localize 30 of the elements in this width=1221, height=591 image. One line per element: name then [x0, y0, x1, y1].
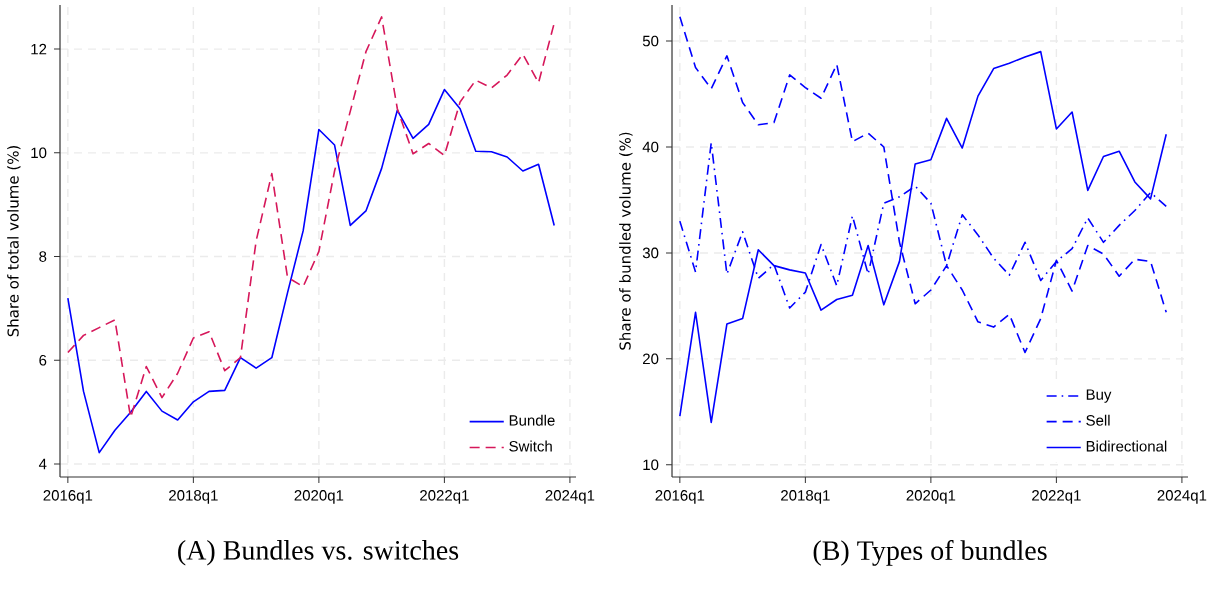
y-axis-title: Share of bundled volume (%) [619, 132, 633, 350]
line-series [67, 88, 556, 454]
x-tick-label: 2016q1 [655, 490, 705, 504]
y-tick-label: 20 [643, 353, 659, 365]
y-tick-label: 6 [39, 354, 47, 366]
x-tick-label: 2022q1 [1032, 490, 1081, 504]
y-tick-label: 4 [38, 458, 47, 470]
legend-label: Buy [1086, 389, 1112, 403]
x-tick-label: 2022q1 [420, 490, 469, 504]
x-tick-label: 2024q1 [1157, 490, 1207, 504]
x-tick-label: 2020q1 [906, 490, 956, 504]
legend-label: Switch [509, 440, 552, 452]
y-tick-label: 10 [31, 147, 47, 159]
y-tick-label: 12 [31, 43, 47, 55]
text: (A) Bundles vs. switches [178, 540, 459, 566]
y-tick-label: 10 [643, 459, 659, 471]
y-tick-label: 8 [39, 251, 47, 262]
x-tick-label: 2018q1 [169, 490, 218, 504]
x-tick-label: 2018q1 [781, 490, 830, 504]
x-tick-label: 2016q1 [43, 490, 93, 504]
legend-label: Sell [1086, 414, 1110, 426]
y-tick-label: 40 [642, 141, 659, 153]
legend-label: Bidirectional [1086, 440, 1167, 452]
text: (B) Types of bundles [813, 540, 1047, 566]
x-tick-label: 2020q1 [294, 490, 344, 504]
y-tick-label: 30 [642, 247, 659, 259]
x-tick-label: 2024q1 [545, 490, 595, 504]
y-tick-label: 50 [642, 35, 659, 47]
legend-label: Bundle [509, 414, 555, 426]
y-axis-title: Share of total volume (%) [7, 145, 21, 337]
